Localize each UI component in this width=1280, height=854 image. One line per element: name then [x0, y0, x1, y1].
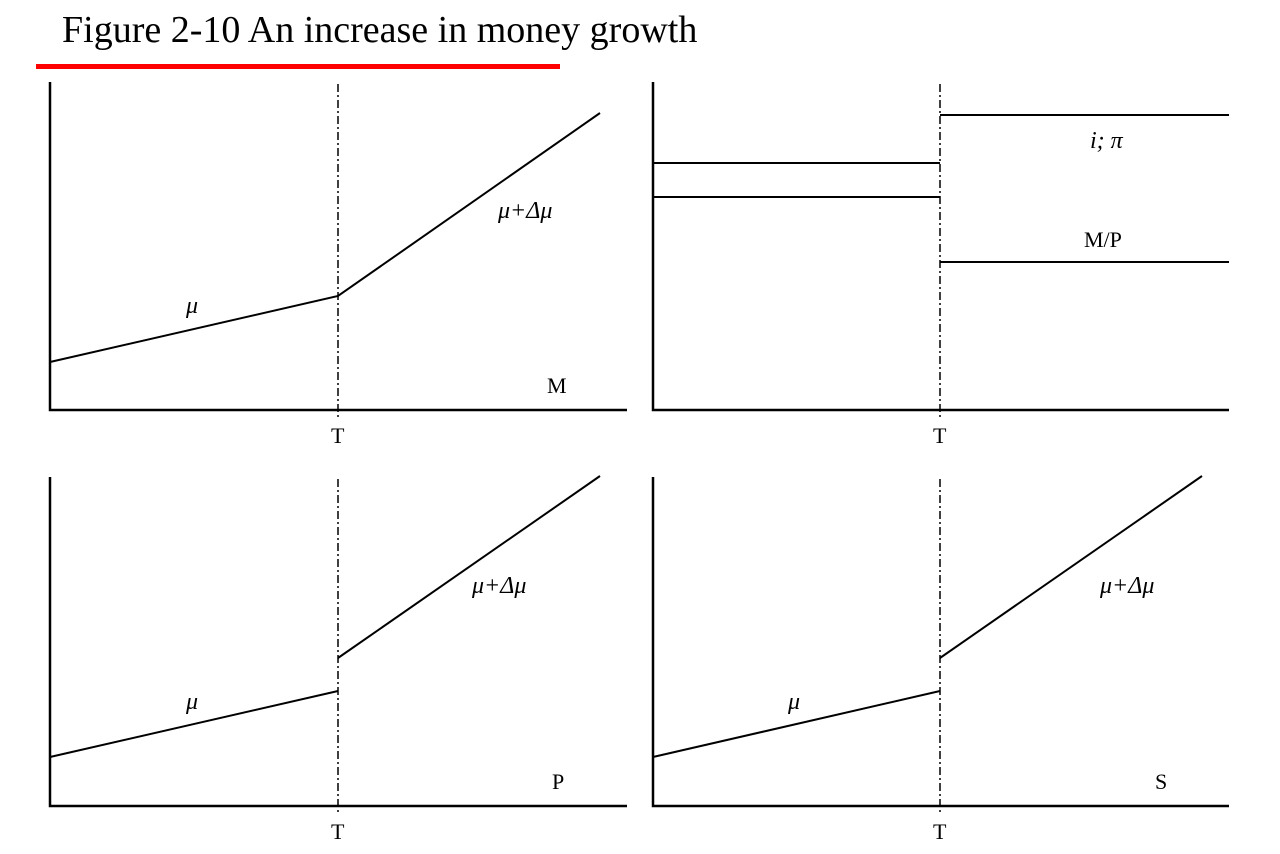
- money-time-label: T: [331, 423, 345, 448]
- real-balances-label: M/P: [1084, 227, 1122, 252]
- money-axes: [48, 82, 627, 412]
- price-axes: [48, 477, 627, 808]
- price-before-path: [49, 690, 339, 758]
- money-after-label: μ+Δμ: [497, 198, 552, 224]
- price-after-path: [337, 475, 601, 659]
- exchange-after-path: [939, 475, 1203, 659]
- panel-exchange: μ μ+Δμ S T: [651, 475, 1229, 844]
- title-underline: [36, 64, 560, 69]
- interest-inflation-label: i; π: [1090, 128, 1124, 154]
- price-time-label: T: [331, 819, 345, 844]
- money-series-label: M: [547, 373, 567, 398]
- figure-title: Figure 2-10 An increase in money growth: [62, 9, 698, 51]
- rates-time-label: T: [933, 423, 947, 448]
- exchange-after-label: μ+Δμ: [1099, 573, 1154, 599]
- panel-rates: i; π M/P T: [651, 82, 1229, 448]
- panel-price: μ μ+Δμ P T: [48, 475, 627, 844]
- price-before-label: μ: [185, 689, 198, 715]
- exchange-series-label: S: [1155, 769, 1167, 794]
- money-path: [49, 112, 601, 363]
- exchange-axes: [651, 477, 1229, 808]
- exchange-before-label: μ: [787, 689, 800, 715]
- rates-axes: [651, 82, 1229, 412]
- price-series-label: P: [552, 769, 564, 794]
- panel-money: μ μ+Δμ M T: [48, 82, 627, 448]
- price-after-label: μ+Δμ: [471, 573, 526, 599]
- exchange-before-path: [652, 690, 941, 758]
- exchange-time-label: T: [933, 819, 947, 844]
- money-before-label: μ: [185, 293, 198, 319]
